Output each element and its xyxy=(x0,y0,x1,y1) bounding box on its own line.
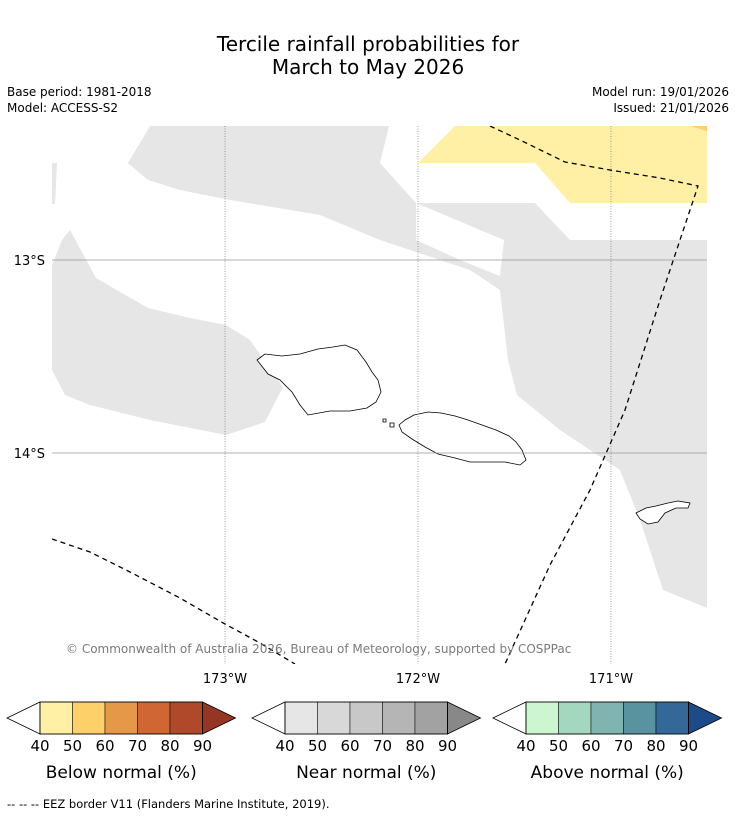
legend-tick-label: 40 xyxy=(516,737,535,755)
legend-swatch xyxy=(317,701,351,735)
legend-low-arrow xyxy=(492,701,527,735)
legend-swatch xyxy=(137,701,171,735)
legend-tick-label: 70 xyxy=(373,737,392,755)
legend-swatch xyxy=(414,701,448,735)
legend-swatch xyxy=(169,701,203,735)
copyright-text: © Commonwealth of Australia 2026, Bureau… xyxy=(66,642,571,656)
legend-label: Near normal (%) xyxy=(296,763,436,783)
lat-label-14s: 14°S xyxy=(14,447,45,462)
near-normal-region-north xyxy=(128,126,707,608)
legend-swatch xyxy=(72,701,106,735)
legend-swatch xyxy=(525,701,559,735)
below-normal-region xyxy=(418,126,707,203)
upolu-island xyxy=(398,411,527,466)
eez-footnote: -- -- -- EEZ border V11 (Flanders Marine… xyxy=(7,797,330,811)
savaii-island xyxy=(256,344,382,416)
legend-tick-label: 40 xyxy=(275,737,294,755)
legend-high-arrow xyxy=(202,701,237,735)
legend-above-normal: 40 50 60 70 80 90 Above normal (%) xyxy=(492,701,723,783)
legend-outline xyxy=(284,701,448,735)
legend-swatch xyxy=(284,701,318,735)
legend-tick-label: 90 xyxy=(438,737,457,755)
legend-tick-label: 80 xyxy=(646,737,665,755)
map-area: © Commonwealth of Australia 2026, Bureau… xyxy=(52,126,707,664)
meta-left: Base period: 1981-2018 Model: ACCESS-S2 xyxy=(7,84,152,116)
lat-label-13s: 13°S xyxy=(14,254,45,269)
legend-tick-label: 60 xyxy=(340,737,359,755)
legend-outline xyxy=(39,701,203,735)
legend-tick-label: 50 xyxy=(63,737,82,755)
legend-low-arrow xyxy=(251,701,286,735)
legend-tick-label: 90 xyxy=(193,737,212,755)
legend-swatch xyxy=(655,701,689,735)
legend-tick-label: 50 xyxy=(308,737,327,755)
apolima-island xyxy=(389,422,395,428)
legend-label: Above normal (%) xyxy=(531,763,684,783)
near-normal-region-corner xyxy=(52,163,57,204)
legend-below-normal: 40 50 60 70 80 90 Below normal (%) xyxy=(6,701,237,783)
legend-swatch xyxy=(623,701,657,735)
eez-border-east xyxy=(489,126,699,664)
below-normal-edge xyxy=(690,126,707,131)
legend-tick-label: 90 xyxy=(679,737,698,755)
legend-high-arrow xyxy=(688,701,723,735)
legend-tick-label: 60 xyxy=(95,737,114,755)
meta-right: Model run: 19/01/2026 Issued: 21/01/2026 xyxy=(592,84,729,116)
lon-label-173w: 173°W xyxy=(203,672,247,687)
map-title-line2: March to May 2026 xyxy=(271,55,465,79)
legend-swatch xyxy=(382,701,416,735)
manono-island xyxy=(382,418,387,423)
lon-label-172w: 172°W xyxy=(396,672,440,687)
legend-high-arrow xyxy=(447,701,482,735)
near-normal-region-mid xyxy=(416,203,570,240)
legend-swatch xyxy=(558,701,592,735)
legend-tick-label: 40 xyxy=(30,737,49,755)
legend-tick-label: 80 xyxy=(405,737,424,755)
model-run: Model run: 19/01/2026 xyxy=(591,85,729,99)
legend-label: Below normal (%) xyxy=(46,763,197,783)
issued-date: Issued: 21/01/2026 xyxy=(613,101,729,115)
base-period: Base period: 1981-2018 xyxy=(7,85,152,99)
legend-swatch xyxy=(39,701,73,735)
legend-outline xyxy=(525,701,689,735)
legend-low-arrow xyxy=(6,701,41,735)
legend-swatch xyxy=(590,701,624,735)
legend-tick-label: 70 xyxy=(614,737,633,755)
map-title-line1: Tercile rainfall probabilities for xyxy=(216,32,520,56)
legend-tick-label: 70 xyxy=(128,737,147,755)
legend-swatch xyxy=(349,701,383,735)
lon-label-171w: 171°W xyxy=(589,672,633,687)
legend-tick-label: 80 xyxy=(160,737,179,755)
legend-swatch xyxy=(104,701,138,735)
eez-border-west xyxy=(52,538,296,664)
legend-tick-label: 50 xyxy=(549,737,568,755)
legend-tick-label: 60 xyxy=(581,737,600,755)
tutuila-island xyxy=(635,500,691,525)
model-name: Model: ACCESS-S2 xyxy=(7,101,119,115)
